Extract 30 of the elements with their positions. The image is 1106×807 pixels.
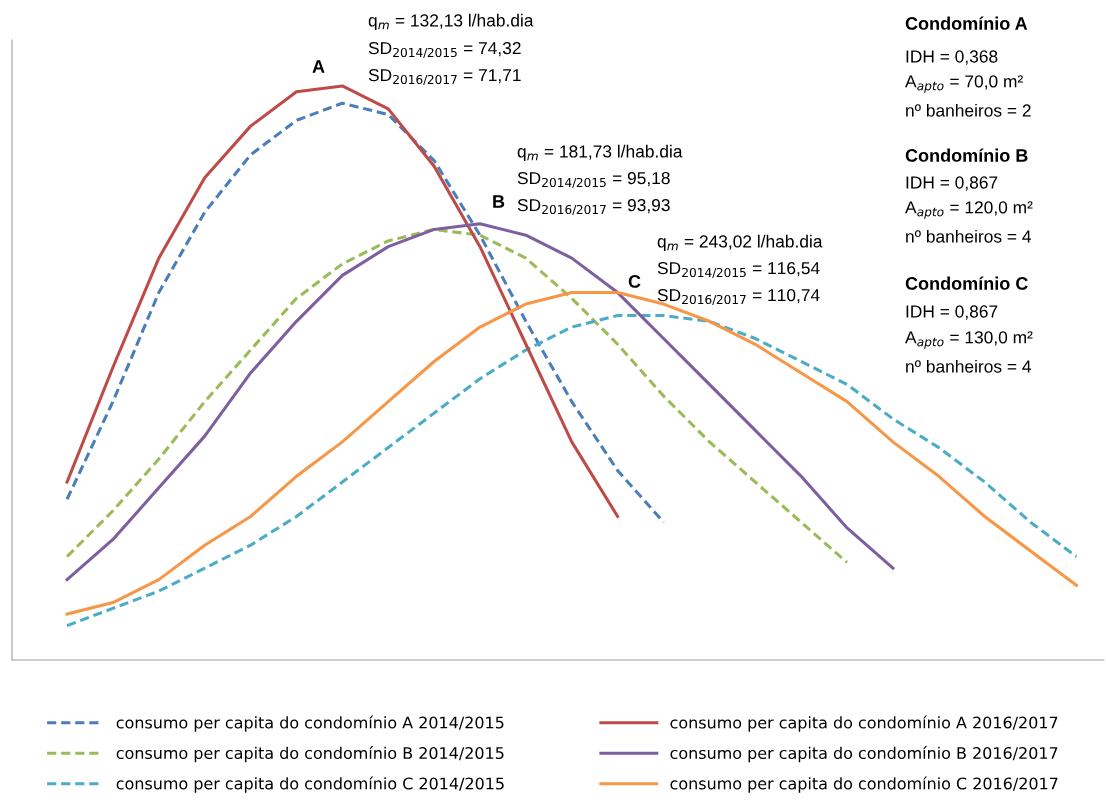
legend-label: consumo per capita do condomínio A 2014/2015 [116,715,504,732]
text: Condomínio A [905,16,1028,30]
annotation: nº banheiros = 4 [906,359,1031,373]
annotation: A$_{apto}$ = 120,0 m² [905,201,1033,219]
legend-label: consumo per capita do condomínio B 2014/2015 [116,746,504,763]
annotation: B [493,195,505,208]
annotation: q$_{m}$ = 243,02 l/hab.dia [657,234,823,252]
legend-label: consumo per capita do condomínio C 2016/2017 [670,776,1058,793]
annotation: Condomínio C [905,276,1028,290]
annotation: SD$_{2016/2017}$ = 110,74 [657,288,820,306]
annotation: C [628,275,641,288]
annotation: SD$_{2016/2017}$ = 93,93 [517,198,670,216]
annotation: IDH = 0,867 [906,305,998,320]
text: IDH = 0,368 [906,50,998,65]
text: SD$_{2014/2015}$ = 74,32 [368,41,521,59]
text: A [312,60,325,73]
text: q$_{m}$ = 132,13 l/hab.dia [368,13,534,31]
annotation: A$_{apto}$ = 130,0 m² [905,331,1033,349]
annotation: Condomínio B [905,148,1028,162]
annotation: nº banheiros = 2 [906,103,1031,117]
legend-label: consumo per capita do condomínio C 2014/2015 [116,776,504,793]
legend-label: consumo per capita do condomínio B 2016/2017 [670,746,1058,763]
annotation: A$_{apto}$ = 70,0 m² [905,75,1023,93]
annotation: nº banheiros = 4 [906,229,1031,243]
text: SD$_{2016/2017}$ = 71,71 [368,68,521,86]
annotation: IDH = 0,867 [906,176,998,191]
annotation: q$_{m}$ = 181,73 l/hab.dia [517,144,683,162]
legend-label: consumo per capita do condomínio A 2016/2017 [670,715,1058,732]
annotation: SD$_{2014/2015}$ = 116,54 [657,261,820,279]
annotation: SD$_{2014/2015}$ = 95,18 [517,171,670,189]
